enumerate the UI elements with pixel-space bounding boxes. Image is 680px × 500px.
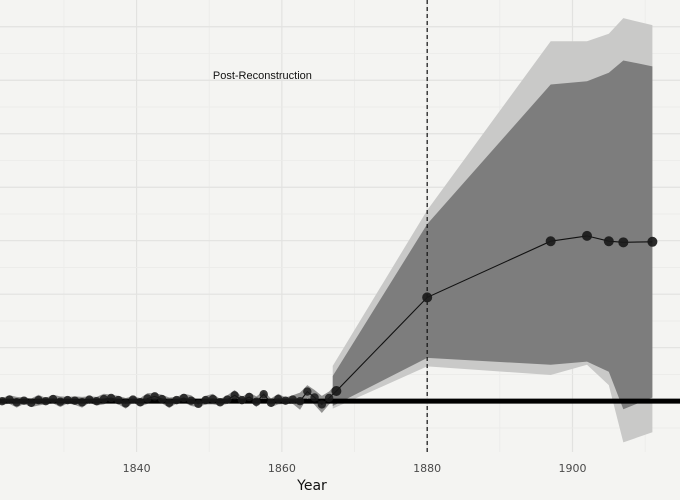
data-point bbox=[34, 395, 43, 405]
data-point bbox=[647, 236, 658, 247]
data-point bbox=[295, 396, 305, 406]
confidence-bands bbox=[2, 18, 653, 443]
data-point bbox=[331, 386, 342, 397]
data-point bbox=[215, 398, 225, 407]
data-point bbox=[281, 396, 290, 405]
data-point bbox=[85, 395, 94, 404]
data-point bbox=[92, 396, 101, 406]
data-point bbox=[0, 396, 7, 406]
data-point bbox=[77, 398, 87, 407]
data-point bbox=[186, 396, 196, 405]
data-point bbox=[150, 392, 159, 401]
data-point bbox=[128, 395, 138, 404]
data-point bbox=[106, 393, 116, 403]
x-tick-label: 1840 bbox=[123, 462, 151, 475]
data-point bbox=[244, 392, 254, 402]
data-point bbox=[48, 394, 58, 404]
data-point bbox=[324, 393, 334, 403]
ci-band-inner bbox=[332, 60, 653, 410]
pre-period-ci-band bbox=[2, 383, 337, 413]
data-point bbox=[422, 292, 433, 303]
data-point bbox=[114, 395, 123, 405]
data-point bbox=[223, 395, 232, 404]
data-point bbox=[70, 396, 80, 405]
data-point bbox=[288, 395, 297, 404]
x-axis-title: Year bbox=[296, 478, 327, 494]
data-point bbox=[121, 399, 130, 408]
data-point bbox=[143, 394, 152, 403]
data-point bbox=[41, 396, 50, 406]
data-point bbox=[259, 390, 268, 399]
data-point bbox=[99, 394, 109, 404]
series-points bbox=[0, 230, 658, 409]
data-point bbox=[252, 397, 261, 406]
data-point bbox=[19, 396, 29, 405]
data-point bbox=[266, 398, 276, 407]
data-point bbox=[172, 395, 181, 405]
data-point bbox=[201, 395, 210, 405]
data-point bbox=[582, 230, 593, 241]
data-point bbox=[317, 400, 327, 409]
data-point bbox=[237, 395, 247, 405]
x-tick-label: 1860 bbox=[268, 462, 296, 475]
data-point bbox=[618, 237, 629, 248]
data-point bbox=[63, 395, 72, 405]
data-point bbox=[136, 398, 145, 407]
annotation-post-reconstruction: Post-Reconstruction bbox=[213, 70, 312, 82]
data-point bbox=[27, 398, 36, 407]
data-point bbox=[545, 236, 556, 247]
data-point bbox=[12, 398, 21, 407]
data-point bbox=[5, 395, 14, 404]
data-point bbox=[157, 394, 167, 404]
data-point bbox=[303, 387, 312, 396]
x-tick-label: 1880 bbox=[413, 462, 441, 475]
x-tick-label: 1900 bbox=[558, 462, 586, 475]
x-axis-ticks: 1840 1860 1880 1900 bbox=[123, 462, 587, 475]
data-point bbox=[194, 399, 203, 409]
data-point bbox=[310, 393, 319, 402]
data-point bbox=[230, 391, 239, 400]
data-point bbox=[274, 394, 283, 404]
data-point bbox=[603, 236, 614, 247]
data-point bbox=[56, 397, 65, 406]
data-point bbox=[165, 398, 174, 407]
data-point bbox=[208, 394, 218, 404]
data-point bbox=[179, 393, 189, 403]
